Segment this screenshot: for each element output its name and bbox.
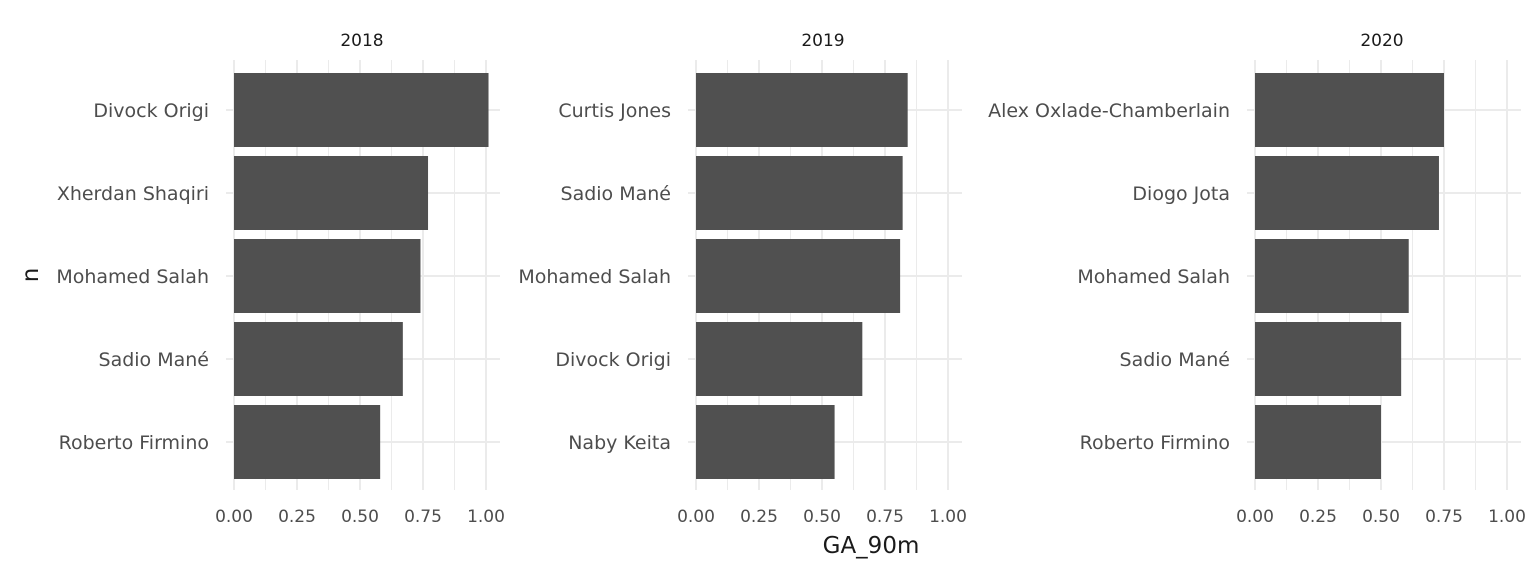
- x-axis-title: GA_90m: [823, 533, 920, 559]
- x-tick-label: 0.50: [1362, 507, 1400, 527]
- bar: [696, 73, 908, 147]
- panel-title: 2020: [1360, 31, 1403, 51]
- category-label: Xherdan Shaqiri: [57, 183, 209, 205]
- bar: [1255, 322, 1402, 396]
- x-tick-label: 0.75: [1425, 507, 1463, 527]
- panel-2019: 2019 Curtis Jones Sadio Mané Mohamed Salah D…: [518, 31, 967, 527]
- x-tick-label: 1.00: [929, 507, 967, 527]
- x-tick-label: 0.25: [1299, 507, 1337, 527]
- x-tick-label: 0.25: [278, 507, 316, 527]
- category-label: Sadio Mané: [99, 349, 209, 371]
- category-label: Curtis Jones: [558, 100, 671, 122]
- bar: [234, 239, 421, 313]
- x-tick-label: 0.25: [740, 507, 778, 527]
- panel-title: 2018: [340, 31, 383, 51]
- category-label: Sadio Mané: [1120, 349, 1230, 371]
- bar: [1255, 73, 1444, 147]
- x-tick-label: 0.50: [341, 507, 379, 527]
- category-label: Roberto Firmino: [59, 432, 209, 454]
- category-label: Mohamed Salah: [1077, 266, 1230, 288]
- bar: [1255, 156, 1439, 230]
- category-label: Diogo Jota: [1132, 183, 1230, 205]
- x-tick-label: 0.00: [1236, 507, 1274, 527]
- x-tick-label: 1.00: [1488, 507, 1526, 527]
- panel-title: 2019: [801, 31, 844, 51]
- x-tick-label: 0.75: [404, 507, 442, 527]
- category-label: Mohamed Salah: [518, 266, 671, 288]
- category-label: Naby Keita: [568, 432, 671, 454]
- bar: [234, 156, 429, 230]
- category-label: Alex Oxlade-Chamberlain: [988, 100, 1230, 122]
- bar: [234, 73, 489, 147]
- x-tick-label: 1.00: [467, 507, 505, 527]
- x-tick-label: 0.00: [677, 507, 715, 527]
- x-tick-label: 0.00: [215, 507, 253, 527]
- y-axis-title: n: [18, 268, 44, 283]
- bar: [234, 405, 381, 479]
- category-label: Mohamed Salah: [56, 266, 209, 288]
- panels: 2018 Divock Origi Xherdan Shaqiri Mohamed S…: [56, 31, 1526, 527]
- bar: [1255, 239, 1409, 313]
- bar: [696, 239, 901, 313]
- panel-2020: 2020 Alex Oxlade-Chamberlain Diogo Jota Moh…: [988, 31, 1526, 527]
- bar: [696, 156, 903, 230]
- x-tick-label: 0.50: [803, 507, 841, 527]
- bar: [234, 322, 403, 396]
- x-tick-label: 0.75: [866, 507, 904, 527]
- bar: [696, 322, 863, 396]
- bar: [1255, 405, 1381, 479]
- bar: [696, 405, 835, 479]
- category-label: Divock Origi: [93, 100, 209, 122]
- category-label: Sadio Mané: [561, 183, 671, 205]
- category-label: Divock Origi: [555, 349, 671, 371]
- panel-2018: 2018 Divock Origi Xherdan Shaqiri Mohamed S…: [56, 31, 505, 527]
- category-label: Roberto Firmino: [1080, 432, 1230, 454]
